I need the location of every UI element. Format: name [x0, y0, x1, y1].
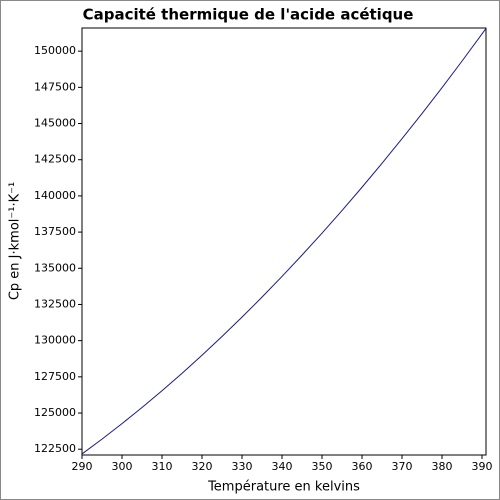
chart-title: Capacité thermique de l'acide acétique: [83, 6, 414, 24]
y-tick-label: 142500: [34, 153, 76, 166]
x-tick-label: 310: [152, 460, 173, 473]
y-tick-label: 145000: [34, 117, 76, 130]
y-tick-label: 140000: [34, 189, 76, 202]
x-tick-label: 340: [272, 460, 293, 473]
x-tick-label: 290: [72, 460, 93, 473]
y-tick-label: 125000: [34, 406, 76, 419]
x-tick-label: 300: [112, 460, 133, 473]
x-axis-label: Température en kelvins: [207, 480, 360, 495]
y-tick-label: 137500: [34, 225, 76, 238]
x-tick-label: 360: [352, 460, 373, 473]
x-tick-label: 370: [392, 460, 413, 473]
y-tick-label: 122500: [34, 442, 76, 455]
data-line: [81, 28, 487, 455]
y-tick-label: 130000: [34, 334, 76, 347]
x-tick-label: 380: [432, 460, 453, 473]
x-tick-label: 350: [312, 460, 333, 473]
x-tick-label: 330: [232, 460, 253, 473]
x-tick-label: 320: [192, 460, 213, 473]
y-tick-label: 132500: [34, 297, 76, 310]
y-tick-label: 135000: [34, 261, 76, 274]
y-tick-label: 127500: [34, 370, 76, 383]
plot-frame: [81, 27, 487, 456]
y-tick-label: 150000: [34, 44, 76, 57]
y-tick-label: 147500: [34, 80, 76, 93]
y-axis-label: Cp en J·kmol⁻¹·K⁻¹: [8, 182, 23, 300]
x-tick-label: 390: [472, 460, 493, 473]
